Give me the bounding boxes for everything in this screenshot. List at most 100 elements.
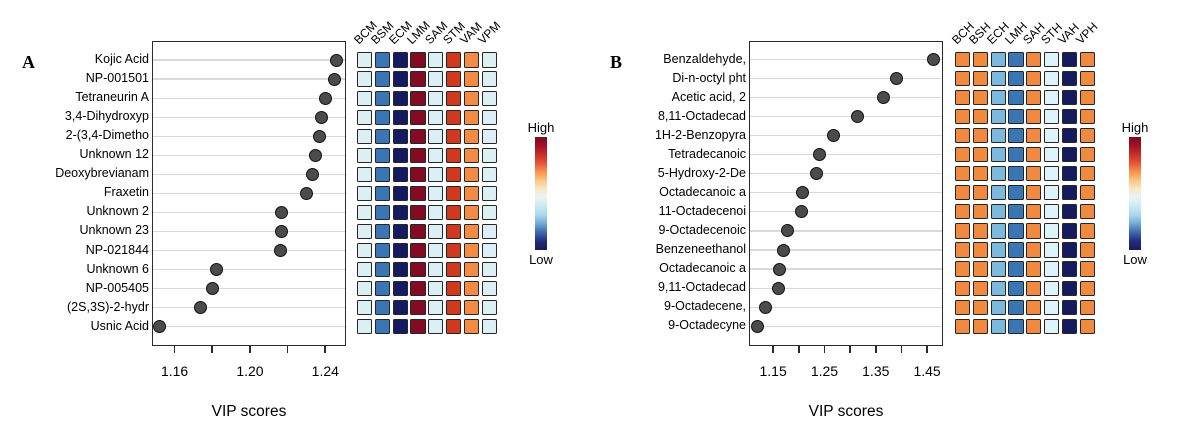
heatmap-cell <box>1008 70 1024 87</box>
heatmap-cell <box>955 90 971 106</box>
vip-score-dot <box>313 129 327 143</box>
heatmap-cell <box>990 147 1006 163</box>
vip-score-dot <box>318 91 332 105</box>
heatmap-cell <box>357 109 373 125</box>
vip-score-dot <box>795 186 809 200</box>
panel-a-legend-high-label: High <box>527 120 555 135</box>
row-label: NP-005405 <box>85 280 149 295</box>
heatmap-cell <box>1008 261 1024 277</box>
heatmap-cell <box>1061 185 1077 201</box>
heatmap-cell <box>463 223 479 240</box>
vip-score-dot <box>205 282 219 296</box>
heatmap-cell <box>990 185 1006 201</box>
row-gridline <box>153 326 345 328</box>
heatmap-cell <box>955 223 971 239</box>
heatmap-cell <box>1061 242 1077 258</box>
x-axis-tick-label: 1.45 <box>913 363 941 379</box>
heatmap-cell <box>428 128 444 144</box>
heatmap-cell <box>446 223 462 240</box>
row-label: Unknown 12 <box>79 147 150 162</box>
heatmap-cell <box>990 318 1006 334</box>
row-label: Deoxybrevianam <box>55 166 149 181</box>
heatmap-cell <box>428 281 444 297</box>
heatmap-cell <box>1044 242 1060 258</box>
heatmap-cell <box>446 147 462 163</box>
heatmap-cell <box>392 281 408 297</box>
heatmap-cell <box>1008 109 1024 125</box>
heatmap-cell <box>392 223 408 240</box>
heatmap-cell <box>1044 261 1060 277</box>
heatmap-cell <box>1044 299 1060 315</box>
heatmap-cell <box>1008 223 1024 239</box>
heatmap-cell <box>1026 299 1042 315</box>
heatmap-cell <box>1008 185 1024 201</box>
heatmap-cell <box>1044 166 1060 182</box>
panel-b-colorbar <box>1129 137 1141 250</box>
heatmap-cell <box>481 71 497 87</box>
plot-frame <box>749 41 943 346</box>
heatmap-cell <box>357 166 373 182</box>
heatmap-cell <box>392 71 408 87</box>
row-gridline <box>750 325 942 327</box>
heatmap-cell <box>972 128 988 144</box>
heatmap-cell <box>1079 223 1095 239</box>
x-axis-tick-label: 1.25 <box>810 363 839 379</box>
heatmap-cell <box>1061 166 1077 182</box>
row-gridline <box>153 116 345 118</box>
row-gridline <box>153 78 345 80</box>
heatmap-cell <box>410 147 426 163</box>
row-label: NP-021844 <box>85 242 149 257</box>
heatmap-cell <box>955 299 971 315</box>
row-gridline <box>750 249 942 251</box>
heatmap-cell <box>428 147 444 163</box>
heatmap-cell <box>955 51 971 68</box>
vip-score-dot <box>877 91 891 105</box>
row-gridline <box>750 306 942 308</box>
vip-score-dot <box>305 167 319 181</box>
heatmap-cell <box>374 204 390 220</box>
heatmap-cell <box>392 90 408 106</box>
vip-score-dot <box>794 205 808 219</box>
x-axis-tick <box>211 346 214 353</box>
vip-score-dot <box>826 129 840 143</box>
row-label: Usnic Acid <box>90 318 149 333</box>
row-gridline <box>750 97 942 99</box>
panel-b-xaxis-title: VIP scores <box>808 403 884 420</box>
panel-a-xaxis-title: VIP scores <box>211 403 287 420</box>
row-label: 5-Hydroxy-2-De <box>657 165 746 180</box>
heatmap-cell <box>1061 51 1077 68</box>
heatmap-cell <box>463 242 479 259</box>
row-gridline <box>153 135 345 137</box>
heatmap-cell <box>1079 242 1095 258</box>
heatmap-cell <box>1008 51 1024 68</box>
heatmap-cell <box>1044 147 1060 163</box>
panel-a-colorbar <box>535 137 547 250</box>
heatmap-cell <box>990 223 1006 239</box>
row-gridline <box>750 58 942 61</box>
heatmap-cell <box>1079 147 1095 163</box>
row-gridline <box>153 268 345 271</box>
heatmap-cell <box>481 185 497 201</box>
heatmap-cell <box>463 128 479 144</box>
x-axis-tick <box>823 346 826 353</box>
x-axis-tick <box>173 346 176 353</box>
heatmap-cell <box>1079 70 1095 87</box>
vip-score-dot <box>194 301 208 315</box>
row-gridline <box>750 135 942 137</box>
row-gridline <box>153 97 345 99</box>
heatmap-cell <box>463 90 479 106</box>
heatmap-cell <box>990 51 1006 68</box>
heatmap-cell <box>1061 299 1077 315</box>
row-label: Unknown 6 <box>86 261 149 276</box>
heatmap-cell <box>410 52 426 68</box>
row-gridline <box>750 77 942 80</box>
heatmap-cell <box>1026 166 1042 182</box>
heatmap-cell <box>428 90 444 106</box>
heatmap-cell <box>990 166 1006 182</box>
heatmap-cell <box>428 109 444 125</box>
heatmap-cell <box>392 109 408 125</box>
heatmap-cell <box>1079 90 1095 106</box>
x-axis-tick-label: 1.24 <box>311 363 339 379</box>
row-label: 9,11-Octadecad <box>657 280 746 295</box>
vip-score-dot <box>758 300 772 314</box>
